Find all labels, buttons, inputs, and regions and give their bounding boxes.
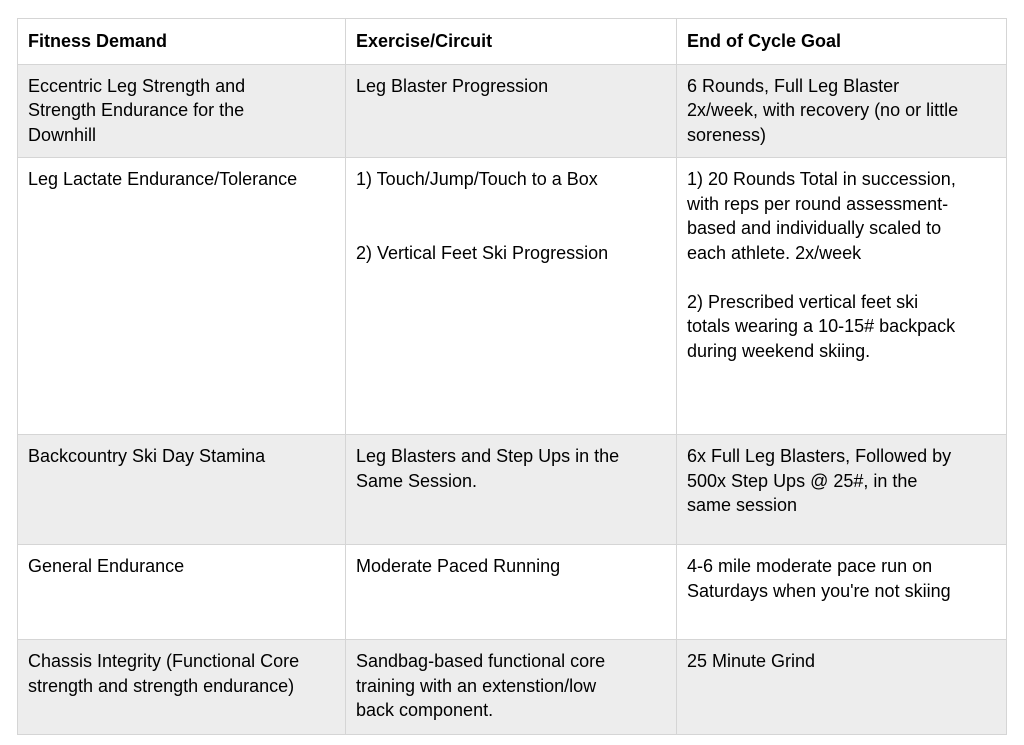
table-row: Chassis Integrity (Functional Core stren… <box>17 639 1007 735</box>
table-cell-fitness-demand: Backcountry Ski Day Stamina <box>17 434 346 545</box>
table-cell-exercise: Sandbag-based functional core training w… <box>345 639 677 735</box>
table-cell-goal: 25 Minute Grind <box>676 639 1007 735</box>
column-header-exercise-circuit: Exercise/Circuit <box>345 18 677 65</box>
table-cell-fitness-demand: Eccentric Leg Strength and Strength Endu… <box>17 63 346 158</box>
table-cell-exercise: 1) Touch/Jump/Touch to a Box 2) Vertical… <box>345 157 677 435</box>
table-cell-goal: 4-6 mile moderate pace run on Saturdays … <box>676 544 1007 640</box>
column-header-fitness-demand: Fitness Demand <box>17 18 346 65</box>
table-cell-exercise: Leg Blasters and Step Ups in the Same Se… <box>345 434 677 545</box>
table-cell-goal: 1) 20 Rounds Total in succession, with r… <box>676 157 1007 435</box>
table-cell-exercise: Moderate Paced Running <box>345 544 677 640</box>
table-row: General Endurance Moderate Paced Running… <box>17 544 1007 640</box>
table-row: Eccentric Leg Strength and Strength Endu… <box>17 63 1007 158</box>
table-cell-goal: 6x Full Leg Blasters, Followed by 500x S… <box>676 434 1007 545</box>
column-header-end-of-cycle-goal: End of Cycle Goal <box>676 18 1007 65</box>
header-row: Fitness Demand Exercise/Circuit End of C… <box>17 18 1007 65</box>
table-cell-goal: 6 Rounds, Full Leg Blaster 2x/week, with… <box>676 63 1007 158</box>
table-row: Backcountry Ski Day Stamina Leg Blasters… <box>17 434 1007 545</box>
table-cell-fitness-demand: General Endurance <box>17 544 346 640</box>
table-row: Leg Lactate Endurance/Tolerance 1) Touch… <box>17 157 1007 435</box>
fitness-training-table: Fitness Demand Exercise/Circuit End of C… <box>17 18 1007 735</box>
table-cell-fitness-demand: Chassis Integrity (Functional Core stren… <box>17 639 346 735</box>
table-cell-exercise: Leg Blaster Progression <box>345 63 677 158</box>
table-cell-fitness-demand: Leg Lactate Endurance/Tolerance <box>17 157 346 435</box>
